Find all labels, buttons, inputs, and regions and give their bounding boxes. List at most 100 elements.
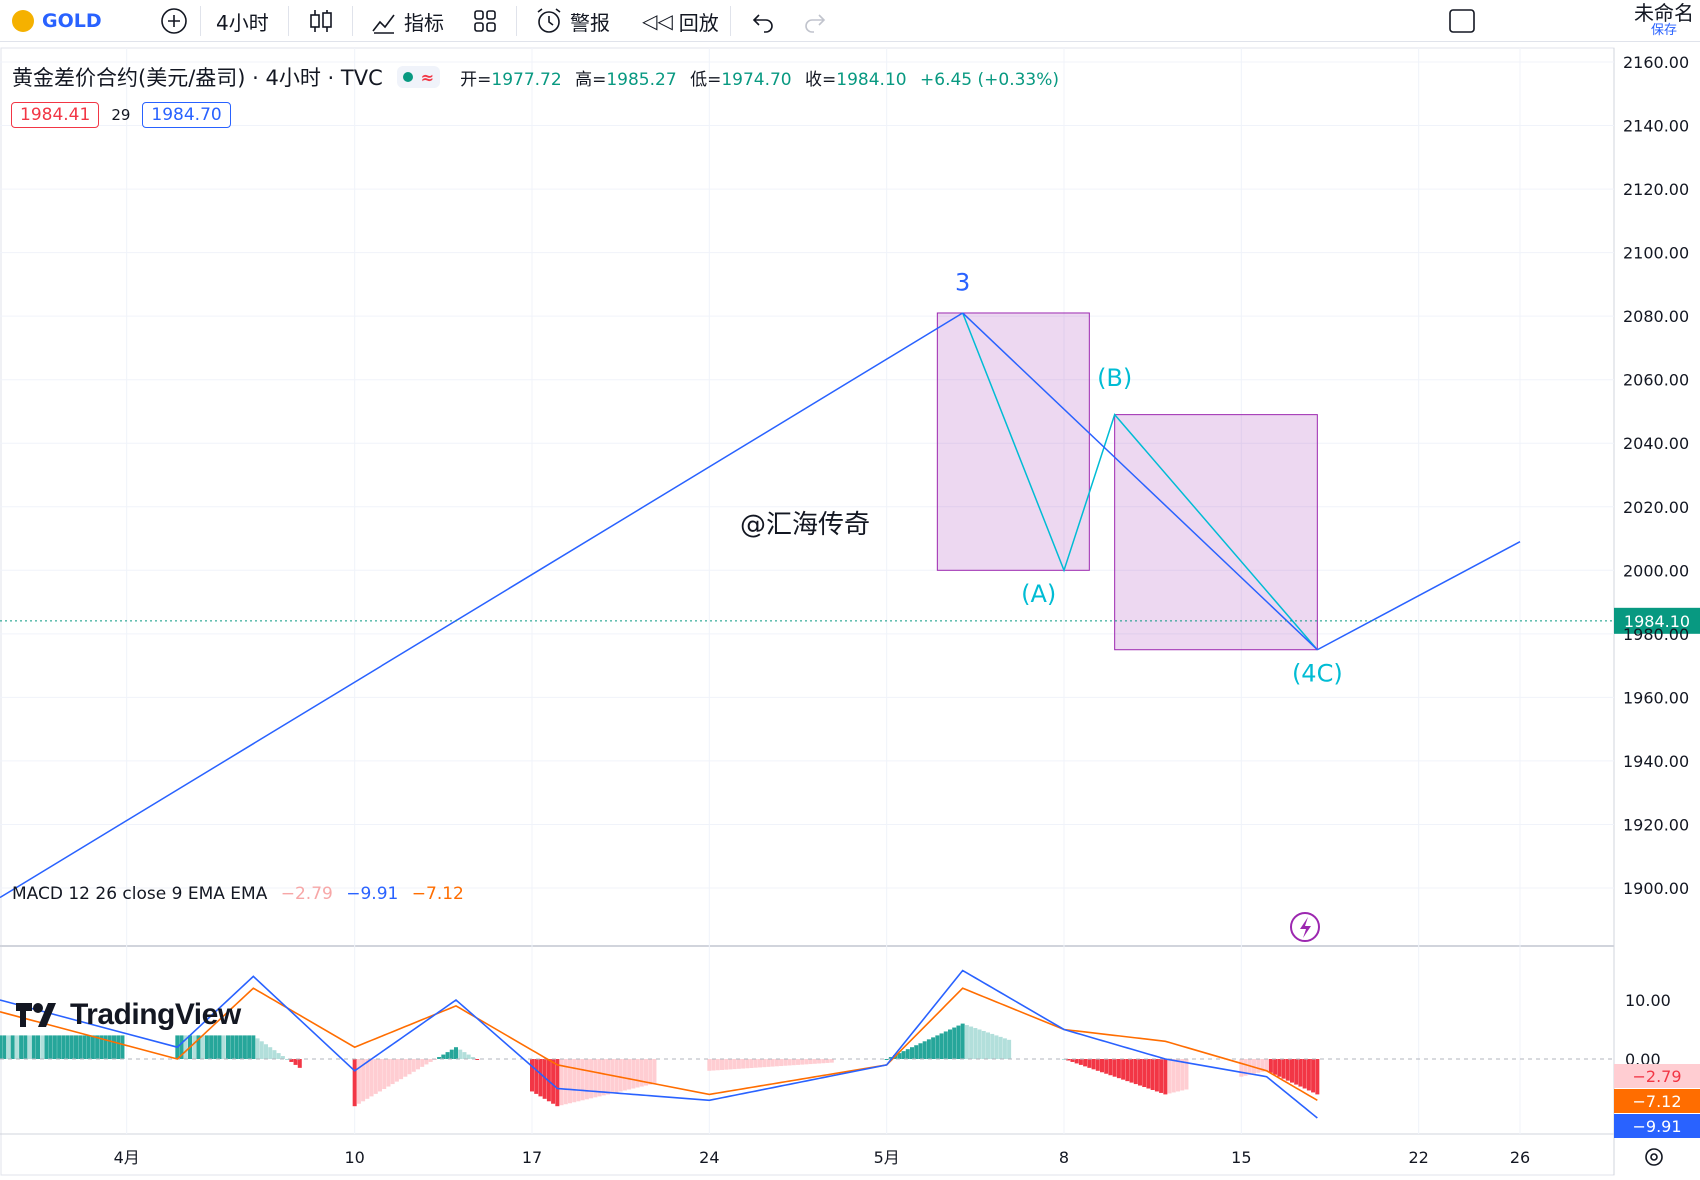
macd-hist-bar bbox=[791, 1059, 796, 1066]
trendline[interactable] bbox=[0, 312, 964, 899]
redo-button[interactable] bbox=[802, 0, 828, 42]
macd-hist-bar bbox=[1167, 1059, 1172, 1094]
symbol-label: GOLD bbox=[42, 10, 102, 32]
macd-hist-bar bbox=[817, 1059, 822, 1064]
macd-hist-bar bbox=[1142, 1059, 1147, 1088]
macd-hist-bar bbox=[821, 1059, 826, 1064]
macd-hist-bar bbox=[990, 1033, 995, 1059]
macd-hist-bar bbox=[74, 1035, 78, 1059]
symbol-button[interactable]: GOLD bbox=[12, 0, 102, 42]
macd-hist-bar bbox=[1133, 1059, 1138, 1085]
x-tick-label: 22 bbox=[1408, 1148, 1428, 1167]
macd-hist-bar bbox=[825, 1059, 830, 1063]
macd-hist-bar bbox=[386, 1059, 391, 1087]
macd-hist-bar bbox=[40, 1035, 45, 1059]
trendline[interactable] bbox=[1316, 541, 1521, 651]
interval-button[interactable]: 4小时 bbox=[216, 0, 269, 42]
wave-label[interactable]: (B) bbox=[1097, 364, 1132, 392]
y-tick-label: 2040.00 bbox=[1623, 434, 1689, 453]
macd-hist-bar bbox=[475, 1059, 480, 1060]
indicators-button[interactable]: 指标 bbox=[370, 0, 444, 42]
replay-label: 回放 bbox=[678, 10, 719, 35]
indicators-label: 指标 bbox=[404, 10, 444, 35]
macd-hist-bar bbox=[804, 1059, 809, 1065]
macd-hist-bar bbox=[1121, 1059, 1126, 1080]
y-tick-label: 2140.00 bbox=[1623, 117, 1689, 136]
y-tick-label: 2160.00 bbox=[1623, 53, 1689, 72]
macd-signal-line bbox=[0, 987, 1318, 1101]
macd-hist-bar bbox=[411, 1059, 416, 1072]
macd-hist-bar bbox=[2, 1035, 7, 1059]
macd-hist-bar bbox=[606, 1059, 610, 1095]
buy-price-button[interactable]: 1984.70 bbox=[142, 102, 231, 128]
x-tick-label: 26 bbox=[1510, 1148, 1530, 1167]
chart-type-button[interactable] bbox=[308, 0, 334, 42]
macd-hist-bar bbox=[652, 1059, 657, 1084]
macd-title: MACD 12 26 close 9 EMA EMA bbox=[12, 884, 268, 904]
macd-hist-bar bbox=[973, 1028, 978, 1059]
macd-hist-bar bbox=[1154, 1059, 1159, 1092]
macd-hist-bar bbox=[179, 1035, 184, 1059]
fullscreen-button[interactable] bbox=[1448, 0, 1476, 42]
y-tick-label: 2120.00 bbox=[1623, 180, 1689, 199]
tradingview-logo[interactable]: TradingView bbox=[14, 998, 241, 1032]
macd-legend[interactable]: MACD 12 26 close 9 EMA EMA −2.79 −9.91 −… bbox=[12, 884, 464, 904]
symbol-title[interactable]: 黄金差价合约(美元/盎司) · 4小时 · TVC bbox=[12, 66, 383, 90]
macd-line bbox=[0, 969, 1318, 1119]
macd-hist-bar bbox=[369, 1059, 374, 1097]
open-label: 开= bbox=[460, 69, 492, 90]
channel-line[interactable] bbox=[962, 312, 1318, 651]
macd-hist-bar bbox=[555, 1059, 560, 1107]
macd-hist-value: −2.79 bbox=[280, 884, 333, 904]
alert-button[interactable]: 警报 bbox=[534, 0, 610, 42]
macd-hist-bar bbox=[741, 1059, 746, 1069]
macd-hist-bar bbox=[542, 1059, 547, 1099]
macd-value-badge bbox=[1614, 1064, 1700, 1088]
macd-hist-bar bbox=[1129, 1059, 1134, 1083]
trade-buttons: 1984.41 29 1984.70 bbox=[11, 102, 231, 128]
macd-hist-bar bbox=[1273, 1059, 1278, 1075]
macd-hist-bar bbox=[601, 1059, 606, 1096]
alert-label: 警报 bbox=[570, 10, 610, 35]
macd-hist-bar bbox=[48, 1035, 53, 1059]
macd-hist-bar bbox=[796, 1059, 800, 1065]
high-value: 1985.27 bbox=[606, 69, 677, 90]
macd-hist-bar bbox=[644, 1059, 648, 1086]
macd-hist-bar bbox=[221, 1035, 226, 1059]
sell-price-button[interactable]: 1984.41 bbox=[11, 102, 100, 128]
macd-hist-bar bbox=[1163, 1059, 1168, 1095]
lightning-icon[interactable] bbox=[1290, 912, 1320, 942]
macd-y-tick: 10.00 bbox=[1625, 991, 1671, 1010]
compare-button[interactable] bbox=[160, 0, 188, 42]
market-status[interactable]: ≈ bbox=[396, 66, 441, 88]
macd-hist-bar bbox=[382, 1059, 387, 1089]
macd-value-badge-label: −2.79 bbox=[1632, 1067, 1681, 1086]
macd-hist-bar bbox=[952, 1027, 957, 1059]
wave-label[interactable]: (A) bbox=[1021, 580, 1056, 608]
wave-label[interactable]: 3 bbox=[955, 269, 970, 297]
macd-hist-bar bbox=[715, 1059, 720, 1071]
undo-button[interactable] bbox=[750, 0, 776, 42]
elliott-wave-path[interactable] bbox=[961, 312, 1318, 651]
replay-button[interactable]: ◁◁ 回放 bbox=[642, 0, 719, 42]
macd-hist-bar bbox=[589, 1059, 594, 1099]
macd-hist-bar bbox=[27, 1035, 32, 1059]
wave-label[interactable]: (4C) bbox=[1292, 660, 1343, 688]
macd-hist-bar bbox=[272, 1050, 277, 1059]
templates-button[interactable] bbox=[472, 0, 498, 42]
macd-hist-bar bbox=[1108, 1059, 1113, 1076]
indicators-icon bbox=[372, 14, 395, 34]
y-tick-label: 2000.00 bbox=[1623, 561, 1689, 580]
macd-hist-bar bbox=[356, 1059, 361, 1104]
alarm-clock-icon bbox=[537, 8, 561, 33]
macd-hist-bar bbox=[635, 1059, 640, 1088]
macd-hist-bar bbox=[568, 1059, 572, 1104]
macd-hist-bar bbox=[10, 1035, 15, 1059]
macd-hist-bar bbox=[238, 1035, 243, 1059]
ohlc-values: 开=1977.72 高=1985.27 低=1974.70 收=1984.10 … bbox=[460, 65, 1067, 90]
layout-save-button[interactable]: 未命名 保存 bbox=[1634, 2, 1694, 38]
change-value: +6.45 (+0.33%) bbox=[920, 69, 1060, 90]
settings-icon[interactable] bbox=[1645, 1148, 1663, 1166]
macd-hist-bar bbox=[90, 1035, 95, 1059]
